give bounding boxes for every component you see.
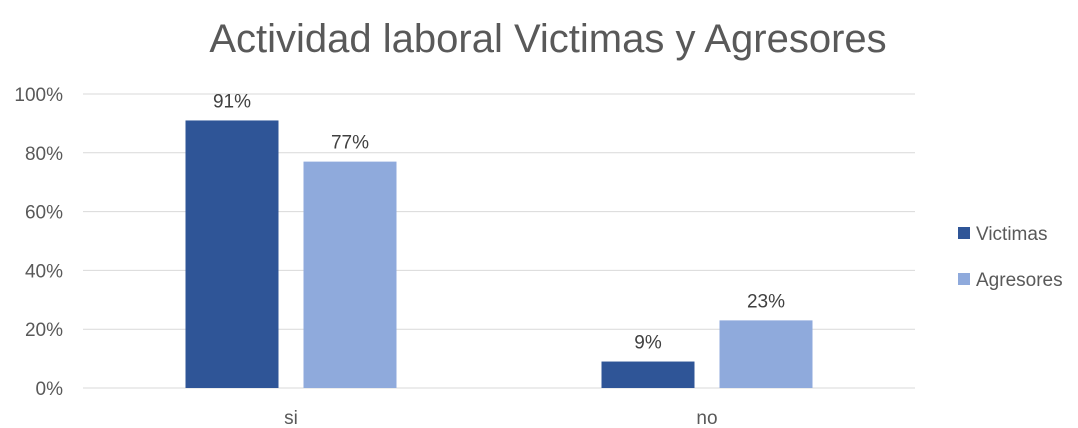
y-tick-label: 60% (25, 203, 63, 224)
legend-label: Victimas (976, 224, 1047, 245)
data-label: 23% (747, 291, 785, 312)
bar-agresores-no (719, 320, 813, 388)
bar-victimas-no (601, 361, 695, 388)
x-axis-category-labels: si no (284, 408, 717, 428)
category-label: si (284, 408, 298, 428)
data-labels: 91% 77% 9% 23% (213, 91, 785, 353)
data-label: 91% (213, 91, 251, 112)
data-label: 9% (634, 333, 662, 354)
legend: Victimas Agresores (958, 224, 1063, 291)
chart-title: Actividad laboral Victimas y Agresores (209, 17, 886, 61)
bar-agresores-si (303, 161, 397, 388)
y-tick-label: 20% (25, 320, 63, 341)
data-label: 77% (331, 133, 369, 154)
legend-swatch (958, 273, 970, 285)
y-tick-label: 80% (25, 144, 63, 165)
category-label: no (696, 408, 717, 428)
y-tick-label: 0% (36, 379, 64, 400)
y-tick-label: 40% (25, 261, 63, 282)
y-axis-tick-labels: 0% 20% 40% 60% 80% 100% (14, 85, 63, 400)
y-tick-label: 100% (14, 85, 63, 106)
legend-label: Agresores (976, 270, 1063, 291)
legend-swatch (958, 227, 970, 239)
bar-victimas-si (185, 120, 279, 389)
bars (185, 120, 813, 389)
